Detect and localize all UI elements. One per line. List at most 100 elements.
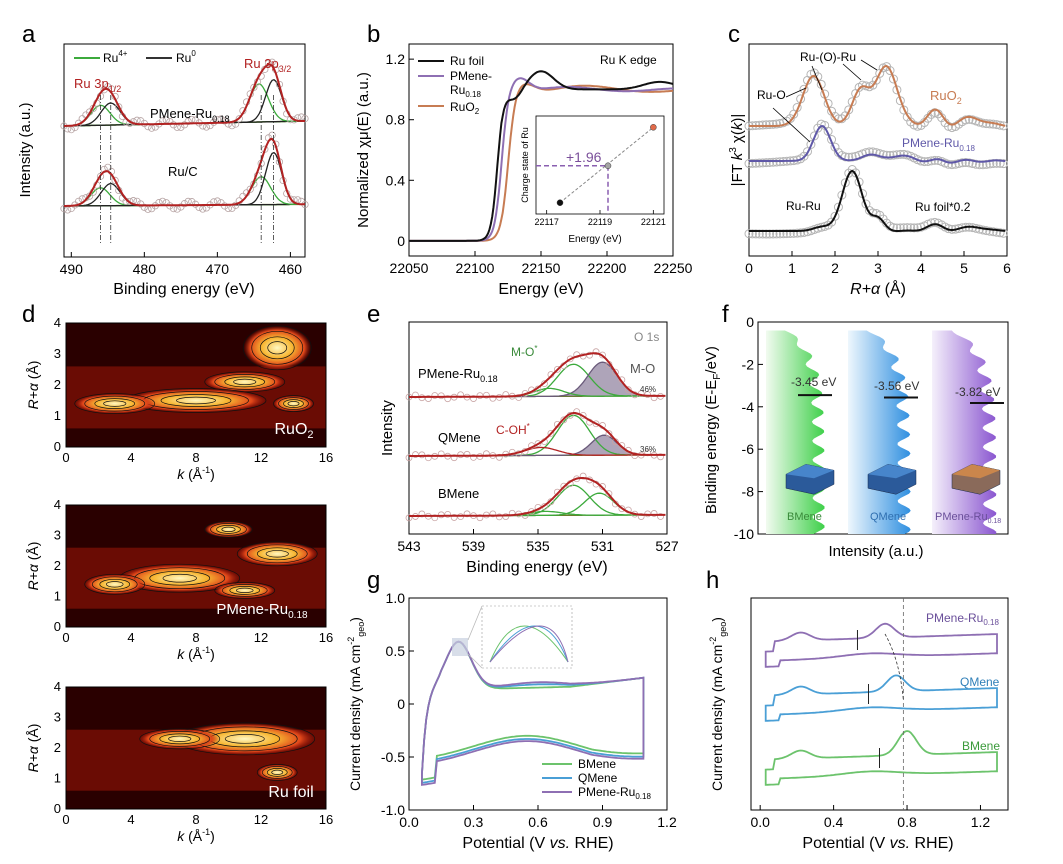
series-label-bmene-e: BMene bbox=[438, 486, 479, 501]
data-point-qmene bbox=[547, 429, 555, 437]
a-x-tick-label: 460 bbox=[279, 261, 303, 277]
data-point-pmene bbox=[502, 391, 510, 398]
data-point-pmene bbox=[573, 351, 581, 359]
inset-frame bbox=[535, 115, 665, 215]
label-mo-star: M-O* bbox=[511, 344, 537, 359]
data-point-pmene-ru bbox=[297, 113, 305, 121]
data-point-pmene bbox=[444, 395, 452, 403]
data-point-pmene bbox=[515, 394, 523, 401]
map-contour bbox=[176, 396, 216, 405]
data-point-qmene bbox=[418, 451, 426, 459]
zoom-curve bbox=[489, 625, 569, 663]
map-contour bbox=[74, 393, 156, 414]
map-y-tick-label: 4 bbox=[54, 679, 61, 694]
data-point-pmene bbox=[847, 152, 857, 162]
data-point-bmene bbox=[508, 509, 516, 517]
a-x-tick-label: 490 bbox=[60, 261, 84, 277]
x-axis-label-f: Intensity (a.u.) bbox=[828, 543, 923, 560]
inset-point bbox=[650, 124, 657, 131]
y-axis-label-c: |FT k3 χ(k)| bbox=[728, 114, 746, 187]
data-point-ru-foil bbox=[899, 223, 909, 233]
data-point-ru-foil bbox=[789, 228, 799, 238]
data-point-pmene bbox=[950, 159, 960, 169]
data-point-pmene bbox=[761, 158, 771, 168]
label-mo: M-O bbox=[630, 361, 655, 376]
label-ru-o-ru: Ru-(O)-Ru bbox=[800, 50, 856, 64]
data-point-ruo2 bbox=[999, 121, 1009, 131]
zoom-curve bbox=[489, 625, 569, 663]
map-contour bbox=[149, 730, 211, 747]
a-x-tick-label: 480 bbox=[133, 261, 157, 277]
data-point-bmene bbox=[444, 510, 452, 518]
panel-c: c 0 1 2 3 4 5 6 |FT k3 χ(k)| R+α (Å) Ru-(O)-Ru… bbox=[728, 21, 1011, 298]
data-point-ruo2 bbox=[888, 74, 898, 84]
data-point-ru-foil bbox=[999, 228, 1009, 238]
data-point-qmene bbox=[470, 453, 477, 461]
data-point-ru-foil bbox=[847, 165, 857, 175]
f-y-tick-label: 0 bbox=[746, 314, 754, 330]
map-x-tick-label: 8 bbox=[192, 812, 199, 827]
e-x-tick-label: 535 bbox=[526, 538, 550, 554]
map-x-tick-label: 12 bbox=[254, 630, 268, 645]
map-y-tick-label: 3 bbox=[54, 710, 61, 725]
legend-label-ru4: Ru4+ bbox=[103, 49, 128, 65]
data-point-pmene-ru bbox=[169, 121, 178, 129]
data-point-ruo2 bbox=[772, 119, 782, 129]
f-y-tick-label: -10 bbox=[734, 526, 754, 542]
data-point-pmene bbox=[974, 160, 984, 170]
data-point-ru-c bbox=[126, 197, 134, 206]
inset-value-label: +1.96 bbox=[566, 149, 602, 165]
panel-letter-a: a bbox=[22, 21, 36, 48]
arrow-1 bbox=[811, 65, 823, 91]
inset-x-label: Energy (eV) bbox=[568, 234, 621, 245]
peak-shift-guide bbox=[884, 633, 904, 701]
data-point-ru-foil bbox=[747, 229, 757, 239]
e-x-tick-label: 527 bbox=[655, 538, 679, 554]
panel-f: f 0-2-4-6-8-10 Binding energy (E-EF/eV) … bbox=[703, 301, 1009, 560]
zoom-region bbox=[452, 638, 468, 656]
map-contour bbox=[216, 525, 241, 534]
series-label-ru-foil-c: Ru foil*0.2 bbox=[915, 200, 971, 214]
data-point-pmene bbox=[624, 386, 632, 394]
data-point-ru-foil bbox=[926, 218, 936, 228]
map-hotspot bbox=[84, 574, 145, 595]
map-x-tick-label: 16 bbox=[319, 630, 333, 645]
data-point-ru-foil bbox=[758, 229, 768, 239]
data-point-pmene bbox=[871, 148, 881, 158]
data-point-ruo2 bbox=[964, 114, 974, 124]
data-point-ru-foil bbox=[751, 229, 761, 239]
map-frame bbox=[65, 322, 327, 448]
data-point-bmene bbox=[657, 513, 664, 520]
data-point-pmene bbox=[754, 158, 764, 168]
data-point-pmene bbox=[476, 392, 484, 399]
data-point-pmene bbox=[888, 150, 898, 160]
x-axis-label-e: Binding energy (eV) bbox=[466, 559, 607, 576]
g-x-tick-label: 0.3 bbox=[464, 814, 484, 830]
map-contour bbox=[233, 378, 257, 386]
xanes-curves bbox=[409, 70, 674, 242]
g-x-tick-label: 0.9 bbox=[593, 814, 613, 830]
data-point-ru-c bbox=[140, 203, 148, 211]
map-hotspot bbox=[119, 564, 240, 593]
map-y-tick-label: 2 bbox=[54, 740, 61, 755]
legend-g: BMene QMene PMene-Ru0.18 bbox=[542, 757, 651, 801]
series-line-ruo2 bbox=[749, 64, 1006, 127]
legend-label-bmene-g: BMene bbox=[578, 757, 616, 771]
data-point-ruo2 bbox=[885, 66, 895, 76]
series-line-ru-foil bbox=[409, 70, 674, 242]
data-point-qmene bbox=[573, 408, 581, 416]
data-point-pmene-ru bbox=[115, 103, 123, 111]
map-contour bbox=[261, 766, 293, 779]
data-point-ruo2 bbox=[913, 121, 923, 131]
data-point-pmene bbox=[424, 395, 432, 402]
data-point-ru-foil bbox=[995, 228, 1005, 238]
data-point-pmene-ru bbox=[184, 117, 192, 126]
inset-tick-label: 22119 bbox=[588, 217, 612, 227]
g-x-tick-label: 0.6 bbox=[528, 814, 548, 830]
map-x-label-unit: (Å bbox=[184, 646, 203, 662]
data-point-ru-foil bbox=[906, 223, 916, 233]
data-point-ruo2 bbox=[765, 120, 775, 130]
data-point-pmene bbox=[999, 159, 1009, 169]
inset-points: 22117 22119 22121 bbox=[534, 124, 666, 227]
